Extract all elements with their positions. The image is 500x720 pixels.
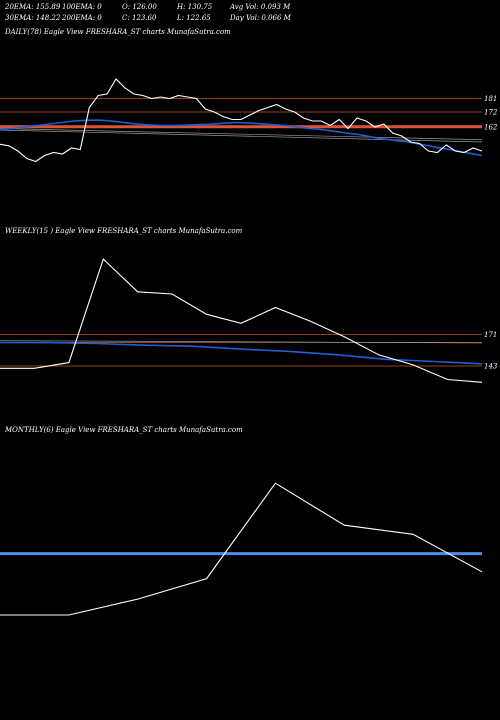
weekly-ytick-label: 171 [484, 331, 497, 339]
open-readout: O: 126.00 [122, 3, 157, 11]
weekly-panel-title: WEEKLY(15 ) Eagle View FRESHARA_ST chart… [5, 227, 243, 235]
daily-ema-line [0, 119, 483, 157]
daily-ytick-label: 181 [484, 95, 497, 103]
avg-vol-readout: Avg Vol: 0.093 M [230, 3, 291, 11]
monthly-price-line [0, 482, 483, 616]
weekly-price-line [0, 258, 483, 383]
daily-ytick-label: 162 [484, 124, 498, 132]
ema30-readout: 30EMA: 148.22 [5, 14, 61, 22]
high-readout: H: 130.75 [177, 3, 213, 11]
daily-ytick-label: 172 [484, 109, 498, 117]
day-vol-readout: Day Vol: 0.066 M [230, 14, 291, 22]
weekly-ema-line [0, 341, 483, 365]
ema200-readout: 200EMA: 0 [62, 14, 102, 22]
daily-trend-line [0, 128, 483, 141]
low-readout: L: 122.65 [177, 14, 211, 22]
ema100-readout: 100EMA: 0 [62, 3, 102, 11]
weekly-ytick-label: 143 [484, 363, 498, 371]
daily-trend-line [0, 129, 483, 143]
close-readout: C: 123.60 [122, 14, 157, 22]
daily-chart: 181 172 162 [0, 78, 498, 163]
daily-price-line [0, 78, 483, 163]
weekly-chart: 171 143 [0, 258, 498, 383]
monthly-panel-title: MONTHLY(6) Eagle View FRESHARA_ST charts… [5, 426, 243, 434]
monthly-chart [0, 482, 483, 616]
weekly-trend-line [0, 340, 483, 344]
ema20-readout: 20EMA: 155.89 [5, 3, 61, 11]
daily-panel-title: DAILY(78) Eagle View FRESHARA_ST charts … [5, 28, 231, 36]
